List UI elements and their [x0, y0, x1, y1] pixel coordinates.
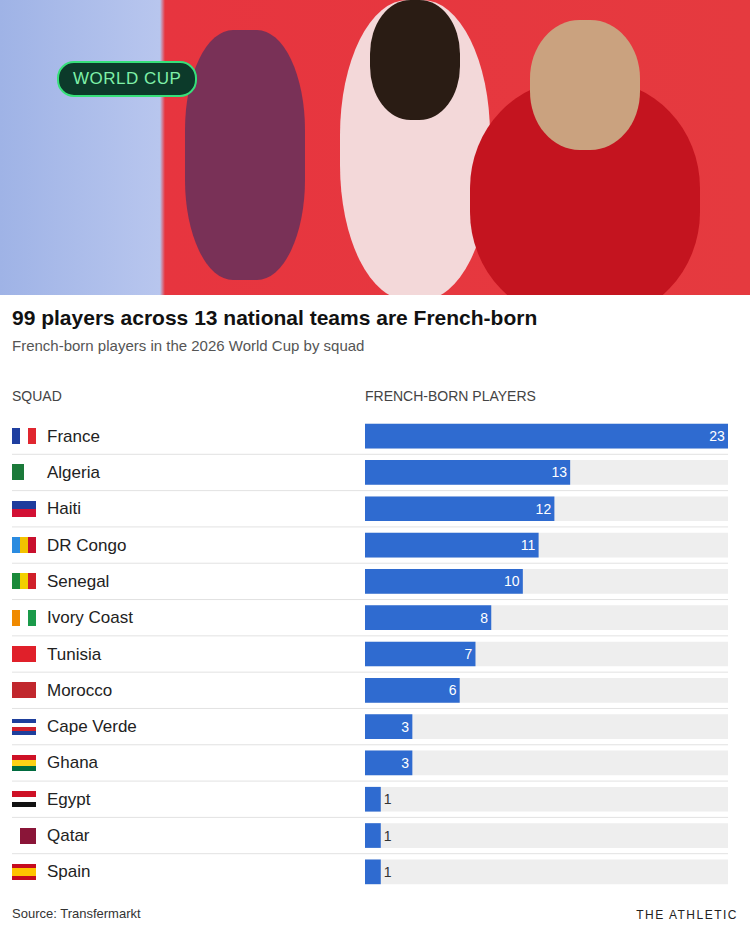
svg-text:Spain: Spain — [47, 862, 90, 881]
html-text:Source: Transfermarkt: Source: Transfermarkt — [12, 906, 141, 921]
svg-text:DR Congo: DR Congo — [47, 536, 126, 555]
svg-text:12: 12 — [536, 501, 552, 517]
svg-text:Haiti: Haiti — [47, 499, 81, 518]
html-text:WORLD CUP: WORLD CUP — [73, 69, 182, 88]
svg-text:Egypt: Egypt — [47, 790, 91, 809]
svg-text:Ivory Coast: Ivory Coast — [47, 608, 133, 627]
html-text:French-born players in the 202: French-born players in the 2026 World Cu… — [12, 337, 365, 354]
svg-text:6: 6 — [449, 682, 457, 698]
svg-text:11: 11 — [521, 537, 536, 553]
html-text:99 players across 13 national: 99 players across 13 national teams are … — [12, 306, 538, 329]
svg-text:23: 23 — [709, 428, 725, 444]
svg-text:13: 13 — [551, 464, 567, 480]
svg-text:Ghana: Ghana — [47, 753, 99, 772]
svg-text:Tunisia: Tunisia — [47, 645, 102, 664]
svg-text:1: 1 — [384, 791, 392, 807]
svg-text:10: 10 — [504, 573, 520, 589]
html-text:SQUAD: SQUAD — [12, 388, 62, 404]
svg-text:Morocco: Morocco — [47, 681, 112, 700]
svg-text:Senegal: Senegal — [47, 572, 109, 591]
svg-text:Qatar: Qatar — [47, 826, 90, 845]
html-text:FRENCH-BORN PLAYERS: FRENCH-BORN PLAYERS — [365, 388, 536, 404]
svg-text:8: 8 — [480, 610, 488, 626]
svg-text:France: France — [47, 427, 100, 446]
svg-text:7: 7 — [464, 646, 472, 662]
svg-text:3: 3 — [401, 719, 409, 735]
svg-text:3: 3 — [401, 755, 409, 771]
svg-text:Algeria: Algeria — [47, 463, 100, 482]
svg-text:1: 1 — [384, 828, 392, 844]
svg-text:Cape Verde: Cape Verde — [47, 717, 137, 736]
html-text:THE ATHLETIC: THE ATHLETIC — [636, 908, 738, 922]
svg-text:1: 1 — [384, 864, 392, 880]
